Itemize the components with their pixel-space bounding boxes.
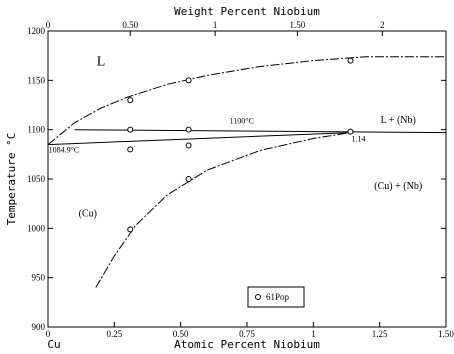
eutectic-line	[74, 129, 447, 134]
y-tick-label: 1200	[27, 26, 46, 36]
data-points-layer	[127, 57, 354, 233]
data-point	[127, 97, 134, 104]
data-point	[185, 142, 192, 149]
y-tick-label: 1000	[27, 223, 46, 233]
y-tick-label: 1050	[27, 174, 46, 184]
data-point	[185, 126, 192, 133]
x-tick-label: 0.75	[239, 329, 255, 339]
temp-1084-label: 1084.9°C	[49, 145, 80, 154]
data-point	[347, 128, 354, 135]
legend-marker	[255, 294, 261, 300]
data-point	[127, 226, 134, 233]
phase-lines-layer	[47, 56, 447, 288]
top-tick-label: 1	[213, 20, 218, 30]
x-tick-label: 0.25	[106, 329, 122, 339]
cu-label: Cu	[47, 338, 60, 351]
temp-1100-label: 1100°C	[230, 117, 254, 126]
data-point	[347, 57, 354, 64]
x-tick-label: 0.50	[173, 329, 189, 339]
plot-frame	[47, 30, 447, 328]
region-cu-label: (Cu)	[79, 208, 97, 219]
y-tick-label: 1150	[27, 75, 45, 85]
legend-box	[247, 286, 305, 308]
top-tick-label: 0	[46, 20, 51, 30]
y-tick-label: 950	[32, 273, 46, 283]
annotations-layer: L L + (Nb) 1100°C 1084.9°C 1.14 (Cu) (Cu) + (N…	[49, 55, 423, 220]
region-l-nb-label: L + (Nb)	[381, 115, 416, 126]
top-tick-label: 0.50	[122, 20, 138, 30]
lower-liquidus-line	[47, 132, 351, 146]
top-tick-label: 2	[380, 20, 385, 30]
data-point	[185, 176, 192, 182]
x-tick-label: 1	[311, 329, 316, 339]
legend: 61Pop	[247, 286, 305, 308]
top-axis-label: Weight Percent Niobium	[174, 5, 320, 18]
y-axis-label: Temperature °C	[5, 133, 18, 226]
region-cu-nb-label: (Cu) + (Nb)	[374, 181, 422, 192]
x-tick-label: 1.50	[438, 329, 454, 339]
label-114-label: 1.14	[351, 135, 365, 144]
data-point	[127, 126, 134, 133]
top-tick-label: 1.50	[290, 20, 306, 30]
x-axis-label: Atomic Percent Niobium	[174, 338, 320, 351]
axes-layer: 0 0.25 0.50 0.75 1 1.25 1.50 900 950 1000 1050 1100…	[5, 5, 454, 351]
region-l-label: L	[97, 55, 106, 70]
data-point	[185, 77, 192, 84]
legend-label: 61Pop	[266, 292, 290, 302]
y-tick-label: 1100	[27, 125, 45, 135]
solvus-line	[95, 132, 351, 288]
data-point	[127, 146, 134, 153]
y-tick-label: 900	[32, 322, 46, 332]
x-tick-label: 0	[46, 329, 51, 339]
x-tick-label: 1.25	[372, 329, 388, 339]
